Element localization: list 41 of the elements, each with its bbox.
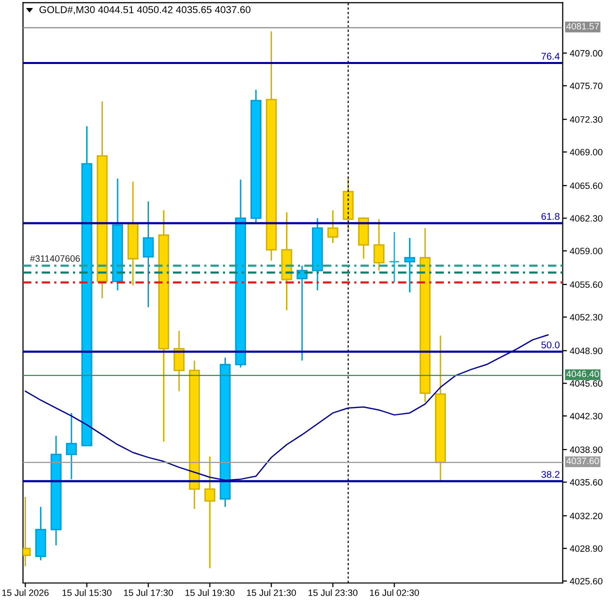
y-tick-label: 4069.00	[570, 148, 602, 156]
y-tick-label: 4052.30	[570, 314, 602, 320]
y-tick-label: 4032.20	[570, 512, 602, 520]
ref-line-label: 4046.40	[566, 370, 599, 378]
y-tick-label: 4035.60	[570, 479, 602, 486]
y-tick-label: 4059.00	[570, 248, 602, 254]
y-tick-label: 4079.00	[570, 50, 602, 57]
candlestick	[66, 412, 77, 480]
candlestick	[204, 456, 216, 569]
y-tick-label: 4072.30	[570, 116, 602, 123]
y-tick-label: 4062.30	[570, 215, 602, 222]
y-tick-label: 4048.90	[570, 348, 602, 354]
candlestick	[142, 200, 154, 308]
x-tick-label: 15 Jul 2026	[2, 589, 49, 596]
x-tick-label: 15 Jul 15:30	[62, 589, 112, 596]
candlestick	[388, 231, 400, 284]
x-tick-label: 15 Jul 19:30	[186, 589, 234, 596]
y-tick-label: 4065.60	[570, 182, 602, 189]
y-tick-label: 4075.70	[570, 82, 602, 90]
ref-line-label: 4081.57	[566, 22, 599, 30]
y-tick-label: 4038.90	[570, 446, 602, 453]
annotation: 61.8	[541, 212, 560, 220]
y-tick-label: 4025.60	[570, 578, 602, 584]
annotation: 38.2	[541, 470, 560, 478]
candlestick	[327, 210, 338, 244]
candlestick	[373, 218, 384, 272]
x-tick-label: 15 Jul 17:30	[124, 589, 173, 596]
x-tick-label: 15 Jul 21:30	[247, 589, 296, 596]
ref-line-label: 4037.60	[566, 458, 599, 464]
y-tick-label: 4028.90	[570, 545, 602, 552]
y-tick-label: 4055.60	[570, 281, 602, 288]
candlestick	[174, 330, 185, 392]
annotation: 76.4	[542, 52, 560, 60]
x-tick-label: 15 Jul 23:30	[308, 589, 358, 596]
annotation: #311407606	[30, 255, 80, 262]
x-tick-label: 16 Jul 02:30	[370, 589, 419, 596]
annotation: 50.0	[541, 341, 560, 348]
y-tick-label: 4045.60	[570, 380, 602, 387]
y-tick-label: 4042.30	[570, 412, 602, 420]
candlestick	[404, 237, 416, 294]
chart-title: GOLD#,M30 4044.51 4050.42 4035.65 4037.60	[40, 6, 250, 14]
